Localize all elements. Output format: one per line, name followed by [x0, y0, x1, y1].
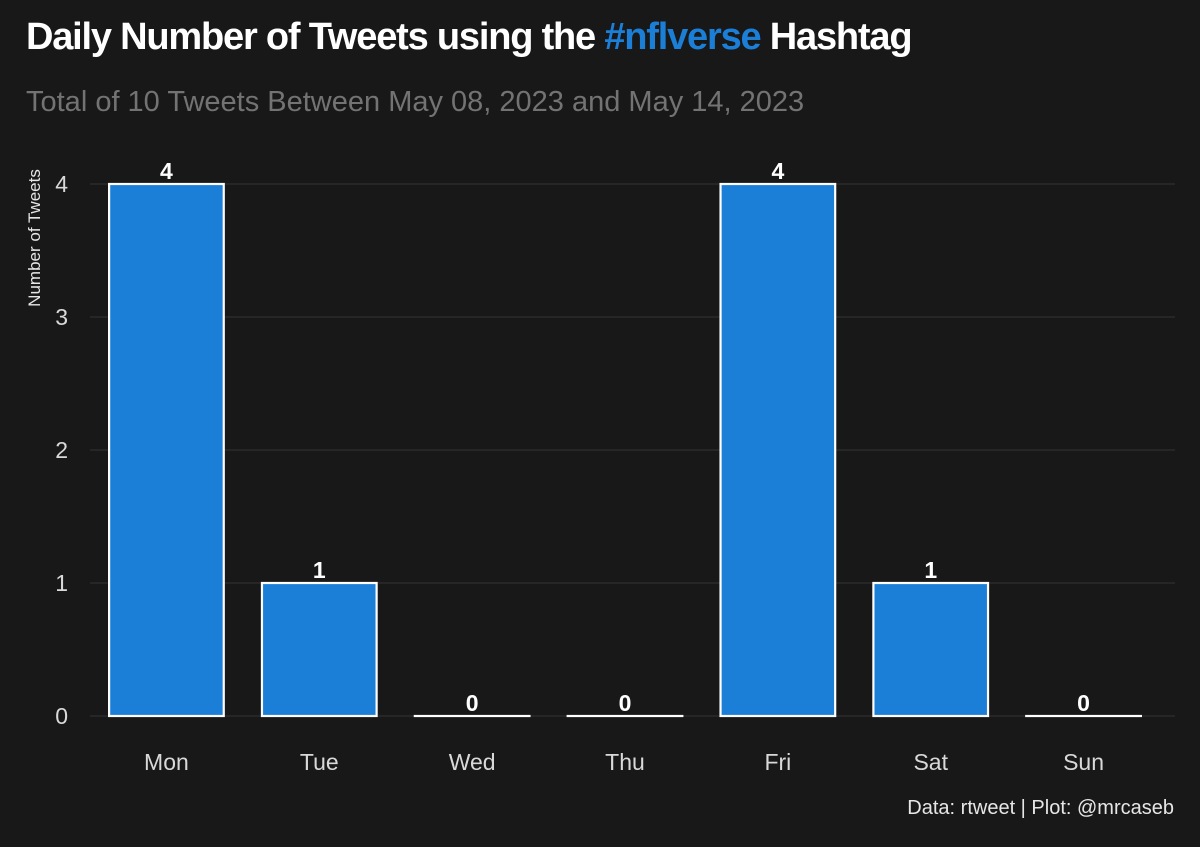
x-tick-label-sat: Sat — [913, 749, 948, 775]
bar-sat — [872, 581, 990, 718]
y-tick-label: 3 — [55, 304, 68, 330]
title-hashtag: #nflverse — [604, 16, 761, 58]
x-tick-label-thu: Thu — [605, 749, 645, 775]
x-tick-label-fri: Fri — [764, 749, 791, 775]
chart-caption: Data: rtweet | Plot: @mrcaseb — [907, 797, 1174, 819]
x-tick-label-tue: Tue — [300, 749, 339, 775]
title-text-end: Hashtag — [760, 16, 913, 58]
gridlines — [90, 183, 1175, 717]
x-axis-ticks: Mon Tue Wed Thu Fri Sat Sun — [144, 749, 1104, 775]
y-axis-ticks: 0 1 2 3 4 — [55, 171, 68, 729]
data-labels: 4 1 0 0 4 1 0 — [160, 158, 1090, 716]
y-axis-title: Number of Tweets — [25, 169, 44, 307]
chart-title: Daily Number of Tweets using the #nflver… — [26, 16, 913, 59]
bars — [108, 182, 1142, 718]
y-tick-label: 1 — [55, 570, 68, 596]
x-tick-label-sun: Sun — [1063, 749, 1104, 775]
y-tick-label: 4 — [55, 171, 68, 197]
x-tick-label-mon: Mon — [144, 749, 189, 775]
chart-subtitle: Total of 10 Tweets Between May 08, 2023 … — [26, 86, 805, 118]
data-label-thu: 0 — [619, 690, 632, 716]
data-label-tue: 1 — [313, 557, 326, 583]
bar-mon — [108, 182, 225, 718]
data-label-mon: 4 — [160, 158, 173, 184]
bar-fri — [719, 182, 837, 718]
data-label-sat: 1 — [924, 557, 937, 583]
y-tick-label: 2 — [55, 437, 68, 463]
y-tick-label: 0 — [55, 703, 68, 729]
bar-tue — [260, 581, 378, 718]
data-label-fri: 4 — [771, 158, 784, 184]
title-text-start: Daily Number of Tweets using the — [26, 16, 605, 58]
x-tick-label-wed: Wed — [449, 749, 496, 775]
data-label-sun: 0 — [1077, 690, 1090, 716]
data-label-wed: 0 — [466, 690, 479, 716]
